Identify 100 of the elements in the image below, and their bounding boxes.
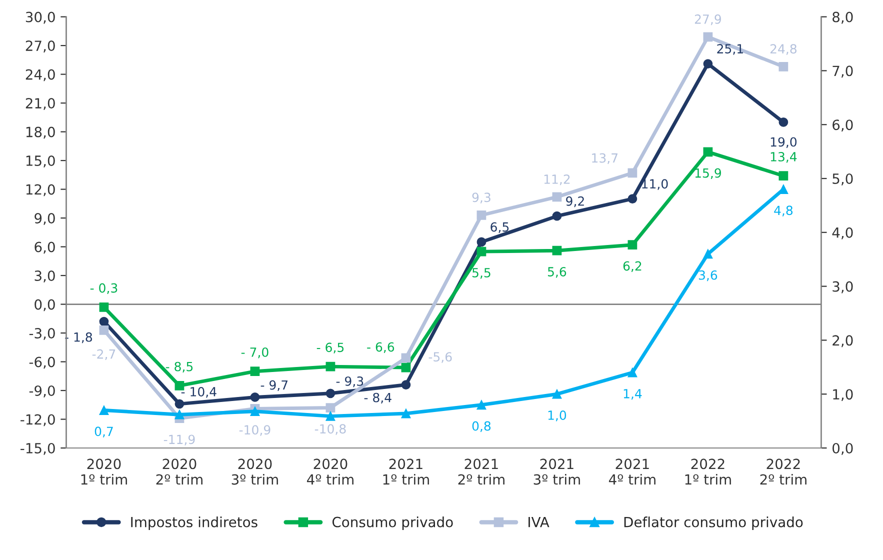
- data-label: 4,8: [774, 206, 793, 216]
- data-label: 13,4: [770, 152, 797, 163]
- data-label: - 0,3: [90, 283, 118, 294]
- y-tick-label: 18,0: [26, 126, 55, 139]
- data-label: - 9,7: [260, 380, 288, 392]
- y2-tick-label: 2,0: [832, 335, 853, 348]
- y-tick-label: 24,0: [26, 69, 55, 82]
- y-tick-label: 15,0: [26, 156, 55, 168]
- y2-tick-label: 7,0: [832, 66, 853, 78]
- y-tick-label: 30,0: [26, 12, 55, 24]
- point: [99, 406, 109, 415]
- point: [778, 118, 788, 127]
- data-label: 0,7: [94, 426, 113, 438]
- y-tick-label: 21,0: [26, 98, 55, 110]
- data-label: - 10,4: [181, 386, 216, 398]
- point: [703, 59, 713, 68]
- x-tick-label: 2022 2º trim: [760, 458, 806, 485]
- point: [552, 389, 562, 399]
- y-tick-label: 27,0: [26, 40, 55, 52]
- point: [778, 171, 788, 181]
- point: [401, 362, 411, 372]
- y2-tick-label: 6,0: [832, 120, 853, 132]
- point: [401, 380, 411, 390]
- y2-tick-label: 3,0: [832, 281, 853, 294]
- point: [99, 316, 109, 326]
- data-label: 25,1: [717, 44, 743, 55]
- point: [99, 302, 109, 312]
- x-tick-label: 2021 2º trim: [458, 458, 504, 485]
- point: [326, 403, 336, 412]
- point: [99, 325, 109, 335]
- data-label: - 8,4: [364, 392, 392, 404]
- data-label: 9,3: [472, 192, 490, 204]
- data-label: 15,9: [695, 168, 721, 180]
- point: [552, 192, 562, 202]
- data-label: - 6,5: [316, 342, 344, 354]
- data-label: -2,7: [92, 349, 116, 360]
- legend-label: Deflator consumo privado: [624, 516, 803, 530]
- data-label: 6,2: [623, 261, 642, 272]
- point: [703, 249, 713, 259]
- x-tick-label: 2022 1º trim: [685, 458, 731, 485]
- data-label: 11,2: [544, 174, 570, 186]
- data-label: -10,8: [314, 424, 346, 435]
- y2-tick-label: 8,0: [832, 12, 853, 24]
- data-label: - 6,6: [367, 342, 394, 353]
- y-tick-label: -15,0: [20, 442, 55, 455]
- y2-tick-label: 1,0: [833, 389, 853, 401]
- y-tick-label: -9,0: [29, 385, 55, 398]
- x-tick-label: 2021 1º trim: [383, 458, 429, 485]
- data-label: 5,5: [472, 268, 490, 279]
- x-tick-label: 2020 1º trim: [81, 458, 127, 485]
- y2-tick-label: 0,0: [832, 442, 853, 455]
- point: [250, 392, 260, 402]
- point: [703, 32, 713, 42]
- y-tick-label: 9,0: [34, 212, 55, 225]
- y-tick-label: -12,0: [20, 414, 55, 426]
- point: [628, 194, 638, 204]
- point: [552, 211, 562, 221]
- data-label: -5,6: [428, 352, 452, 363]
- point: [174, 410, 184, 420]
- data-label: 1,4: [624, 389, 642, 400]
- point: [174, 399, 184, 409]
- data-label: 0,8: [472, 421, 491, 432]
- y-tick-label: 3,0: [34, 270, 55, 282]
- point: [628, 368, 638, 378]
- point: [628, 168, 638, 178]
- point: [628, 240, 638, 250]
- x-tick-label: 2020 2º trim: [156, 458, 202, 485]
- y2-tick-label: 5,0: [832, 173, 853, 186]
- point: [552, 246, 562, 256]
- x-tick-label: 2021 3º trim: [534, 458, 580, 485]
- x-tick-label: 2020 3º trim: [232, 458, 278, 485]
- point: [326, 362, 336, 372]
- data-label: 1,0: [548, 410, 566, 422]
- data-label: - 9,3: [336, 376, 364, 388]
- data-label: - 8,5: [166, 362, 193, 373]
- point: [476, 400, 486, 410]
- data-label: 19,0: [770, 137, 797, 148]
- point: [326, 412, 336, 421]
- legend-label: Impostos indiretos: [131, 516, 258, 530]
- point: [401, 353, 411, 363]
- x-tick-label: 2020 4º trim: [306, 458, 354, 485]
- x-tick-label: 2021 4º trim: [608, 458, 656, 485]
- point: [476, 210, 486, 220]
- point: [476, 237, 486, 247]
- data-label: 11,0: [642, 179, 668, 190]
- legend-label: IVA: [528, 516, 550, 528]
- point: [250, 366, 260, 376]
- point: [326, 388, 336, 398]
- y-tick-label: 6,0: [34, 242, 55, 254]
- point: [401, 408, 411, 418]
- y2-tick-label: 4,0: [832, 227, 853, 240]
- y-tick-label: -3,0: [29, 328, 55, 340]
- data-label: 9,2: [566, 196, 584, 208]
- data-label: -10,9: [239, 425, 270, 436]
- point: [250, 406, 260, 416]
- data-label: 13,7: [592, 153, 618, 164]
- data-label: 5,6: [548, 267, 566, 278]
- data-label: -11,9: [164, 434, 195, 446]
- point: [703, 147, 713, 157]
- y-tick-label: -6,0: [29, 356, 55, 369]
